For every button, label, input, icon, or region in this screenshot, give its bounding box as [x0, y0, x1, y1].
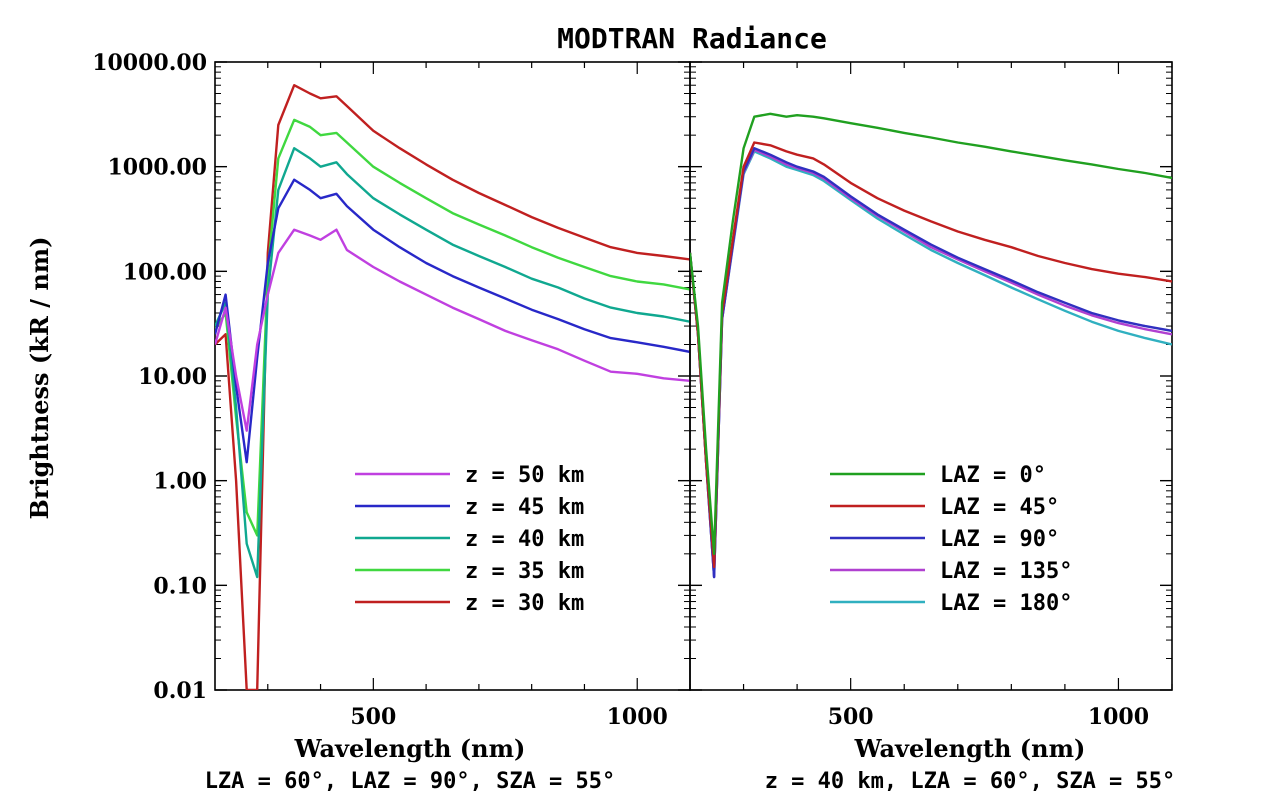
series-line [690, 141, 1172, 569]
legend-label: z = 50 km [465, 463, 584, 488]
y-tick-label: 0.01 [153, 678, 207, 704]
legend-label: LAZ = 0° [940, 463, 1046, 488]
y-tick-label: 1.00 [153, 469, 207, 495]
series-line [215, 118, 690, 537]
legend-label: z = 30 km [465, 591, 584, 616]
legend-label: z = 35 km [465, 559, 584, 584]
left-x-axis-label: Wavelength (nm) [294, 734, 526, 763]
series-line [215, 146, 690, 579]
series-line [690, 112, 1172, 555]
right-panel: 500 1000 LAZ = 0° LAZ = 45° LAZ = 90° LAZ = 1… [689, 61, 1173, 730]
series-line [215, 228, 690, 432]
legend-label: LAZ = 90° [940, 527, 1059, 552]
figure-title: MODTRAN Radiance [557, 22, 827, 55]
y-tick-label: 1000.00 [107, 155, 207, 181]
legend-label: z = 40 km [465, 527, 584, 552]
y-axis-label: Brightness (kR / nm) [25, 236, 54, 519]
right-x-axis-label: Wavelength (nm) [854, 734, 1086, 763]
x-tick-label: 500 [828, 704, 874, 730]
y-tick-label: 0.10 [153, 573, 207, 599]
x-tick-label: 1000 [607, 704, 668, 730]
series-line [215, 178, 690, 464]
left-panel: 0.01 0.10 1.00 10.00 100.00 1000.00 10000.00 50… [92, 50, 691, 730]
legend-label: z = 45 km [465, 495, 584, 520]
x-tick-label: 500 [350, 704, 396, 730]
y-tick-label: 10.00 [138, 364, 207, 390]
right-caption: z = 40 km, LZA = 60°, SZA = 55° [765, 769, 1176, 794]
legend-label: LAZ = 45° [940, 495, 1059, 520]
left-caption: LZA = 60°, LAZ = 90°, SZA = 55° [205, 769, 616, 794]
y-tick-label: 100.00 [123, 259, 207, 285]
legend-label: LAZ = 135° [940, 559, 1072, 584]
y-tick-label: 10000.00 [92, 50, 207, 76]
legend-label: LAZ = 180° [940, 591, 1072, 616]
series-line [215, 83, 690, 690]
x-tick-label: 1000 [1088, 704, 1149, 730]
